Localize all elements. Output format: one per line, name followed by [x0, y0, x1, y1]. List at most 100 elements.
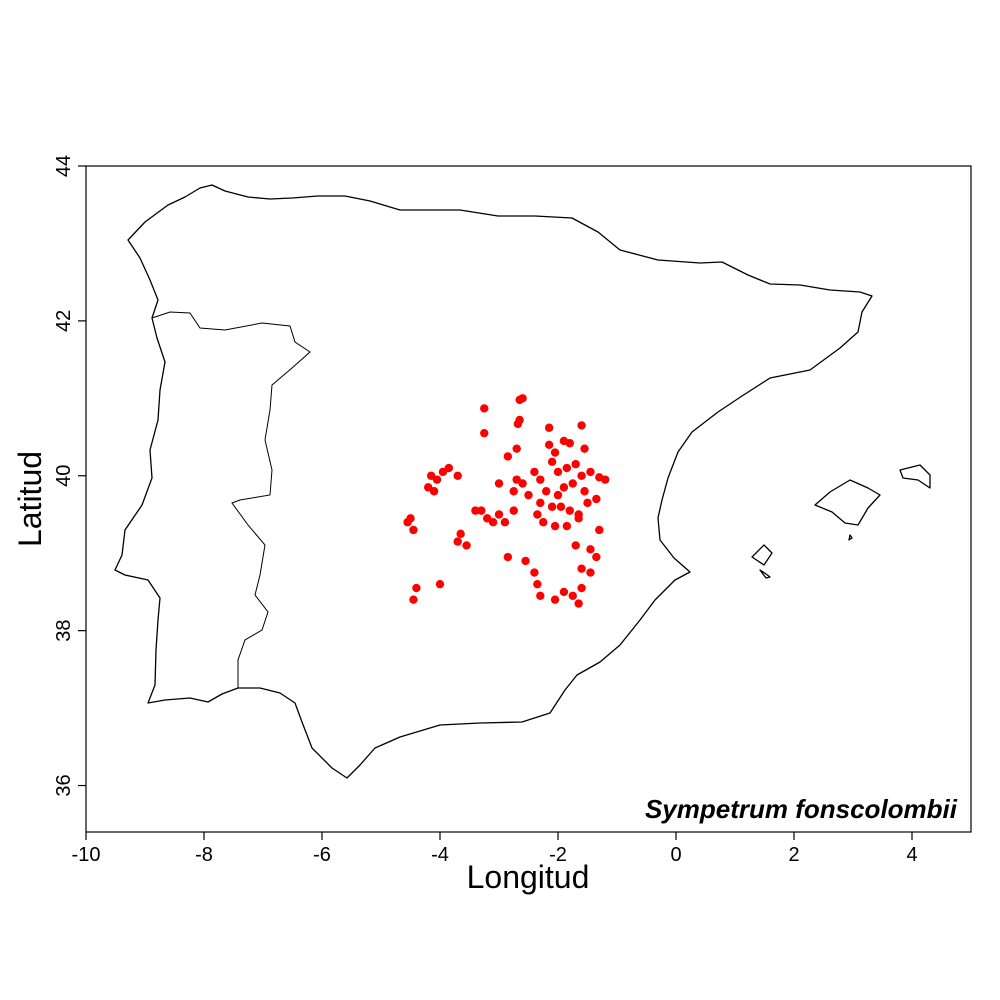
x-tick-label: 0	[670, 844, 681, 866]
observation-point	[586, 545, 595, 554]
observation-point	[580, 487, 589, 496]
observation-point	[432, 475, 442, 484]
observation-point	[583, 498, 592, 508]
observation-point	[530, 568, 539, 577]
observation-point	[553, 490, 563, 500]
observation-point	[456, 529, 465, 539]
ibiza-island	[751, 544, 773, 566]
observation-point	[521, 556, 530, 566]
observation-point	[544, 440, 554, 449]
observation-point	[503, 452, 513, 461]
observation-point	[577, 564, 586, 573]
observation-point	[595, 525, 604, 535]
x-tick-label: -10	[72, 844, 101, 866]
observation-point	[592, 552, 601, 562]
observation-point	[547, 502, 557, 511]
observation-point	[453, 471, 462, 480]
observation-point	[568, 591, 577, 601]
observation-point	[513, 419, 523, 429]
observation-point	[533, 579, 542, 589]
x-tick-label: 2	[788, 844, 799, 866]
x-tick-label: 4	[906, 844, 917, 866]
observation-point	[586, 568, 595, 577]
observation-point	[553, 467, 563, 477]
formentera-island	[759, 569, 771, 579]
observation-point	[509, 506, 518, 515]
observation-point	[477, 506, 486, 515]
observation-point	[530, 467, 539, 477]
observation-point	[488, 518, 498, 527]
observation-point	[435, 579, 445, 589]
observation-point	[509, 487, 518, 496]
observation-point	[518, 479, 527, 488]
observation-point	[524, 490, 533, 500]
observation-point	[574, 599, 583, 608]
observation-point	[512, 444, 521, 453]
x-axis: -10 -8 -6 -4 -2 0 2 4	[72, 832, 918, 866]
observation-point	[500, 518, 510, 527]
y-tick-label: 36	[53, 774, 75, 796]
plot-frame	[85, 165, 972, 833]
observation-point	[568, 479, 577, 488]
observation-point	[586, 467, 595, 477]
observation-point	[503, 552, 513, 562]
observation-point	[580, 444, 589, 453]
observation-point	[536, 591, 545, 601]
y-tick-label: 38	[53, 620, 75, 642]
y-axis-title: Latitud	[12, 451, 48, 547]
observation-point	[403, 518, 412, 527]
observation-point	[601, 475, 610, 484]
observation-point	[480, 428, 489, 438]
observation-point	[409, 595, 418, 604]
x-axis-title: Longitud	[467, 859, 590, 895]
observation-point	[559, 483, 569, 492]
observation-point	[536, 498, 545, 508]
y-tick-label: 44	[53, 155, 75, 177]
observation-point	[480, 404, 489, 413]
observation-point	[429, 487, 439, 496]
cabrera-island	[848, 534, 853, 541]
observation-point	[409, 525, 418, 535]
observation-point	[412, 583, 421, 593]
y-tick-label: 42	[53, 310, 75, 332]
observation-point	[592, 494, 601, 504]
observation-point	[547, 457, 557, 467]
species-label: Sympetrum fonscolombii	[645, 794, 958, 824]
observation-points	[403, 394, 610, 608]
observation-point	[574, 514, 583, 523]
x-tick-label: -8	[195, 844, 213, 866]
observation-point	[565, 439, 574, 448]
y-axis: 36 38 40 42 44	[53, 155, 86, 797]
observation-point	[536, 475, 545, 484]
observation-point	[515, 395, 524, 405]
menorca-island	[899, 464, 931, 489]
x-tick-label: -2	[549, 844, 567, 866]
observation-point	[544, 423, 554, 432]
observation-point	[577, 471, 586, 480]
observation-point	[577, 421, 586, 430]
observation-point	[533, 510, 542, 519]
mallorca-island	[814, 479, 881, 526]
x-tick-label: -6	[313, 844, 331, 866]
observation-point	[550, 521, 560, 531]
observation-point	[539, 518, 548, 527]
observation-point	[565, 506, 574, 515]
observation-point	[494, 510, 504, 519]
observation-point	[556, 502, 566, 511]
observation-point	[494, 479, 504, 488]
y-tick-label: 40	[53, 465, 75, 487]
observation-point	[550, 448, 560, 457]
observation-point	[471, 506, 480, 515]
observation-point	[550, 595, 560, 604]
observation-point	[462, 541, 471, 550]
observation-point	[577, 583, 586, 593]
observation-point	[559, 587, 569, 597]
x-tick-label: -4	[431, 844, 449, 866]
observation-point	[562, 463, 572, 473]
observation-point	[571, 541, 580, 550]
spain-portugal-border	[151, 311, 311, 688]
observation-point	[438, 467, 448, 477]
iberia-coastline	[114, 184, 873, 779]
observation-point	[571, 459, 580, 469]
